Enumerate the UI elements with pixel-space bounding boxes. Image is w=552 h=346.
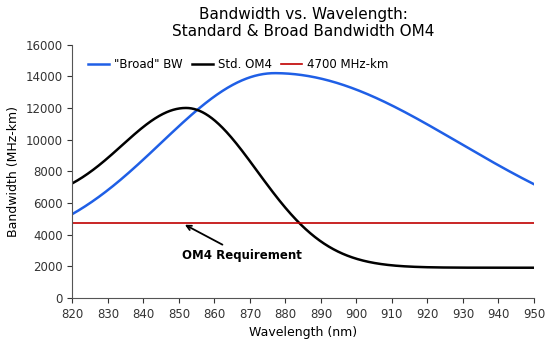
Title: Bandwidth vs. Wavelength:
Standard & Broad Bandwidth OM4: Bandwidth vs. Wavelength: Standard & Bro… [172, 7, 434, 39]
Std. OM4 [116, 146, 123, 150]
"Broad" BW [429, 125, 436, 129]
Std. OM4 [273, 194, 279, 198]
Std. OM4 [438, 265, 444, 270]
Line: Std. OM4: Std. OM4 [72, 108, 534, 268]
Legend: "Broad" BW, Std. OM4, 4700 MHz-km: "Broad" BW, Std. OM4, 4700 MHz-km [83, 53, 393, 75]
Std. OM4 [530, 266, 537, 270]
Std. OM4 [386, 263, 393, 267]
"Broad" BW [530, 182, 537, 186]
Std. OM4 [429, 265, 436, 270]
"Broad" BW [256, 73, 262, 77]
Text: OM4 Requirement: OM4 Requirement [182, 226, 302, 262]
"Broad" BW [69, 212, 76, 216]
Std. OM4 [256, 172, 263, 176]
X-axis label: Wavelength (nm): Wavelength (nm) [249, 326, 357, 339]
"Broad" BW [438, 130, 444, 134]
"Broad" BW [386, 102, 393, 107]
Std. OM4 [69, 181, 76, 185]
Std. OM4 [183, 106, 189, 110]
"Broad" BW [273, 71, 279, 75]
"Broad" BW [272, 71, 278, 75]
Y-axis label: Bandwidth (MHz-km): Bandwidth (MHz-km) [7, 106, 20, 237]
"Broad" BW [116, 179, 123, 183]
Line: "Broad" BW: "Broad" BW [72, 73, 534, 214]
